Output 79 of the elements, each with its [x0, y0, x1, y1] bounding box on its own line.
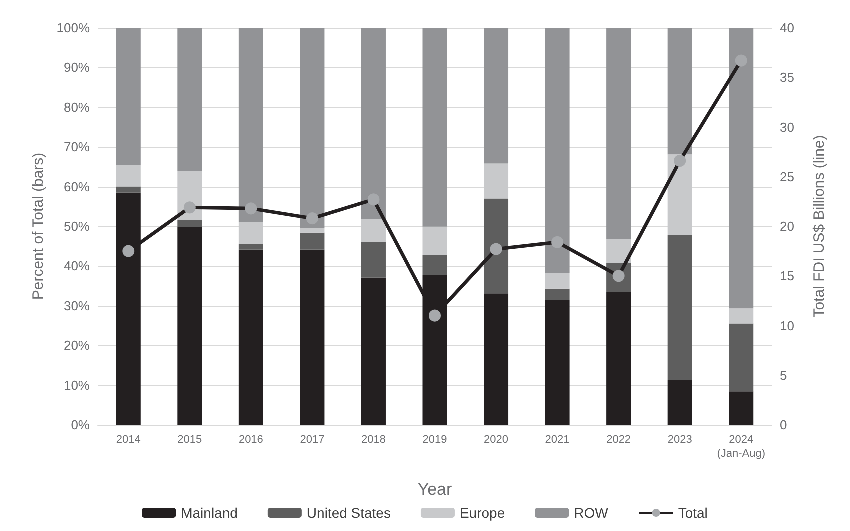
y2-tick-label: 40	[780, 20, 794, 36]
bar	[484, 164, 509, 199]
legend-label: Mainland	[181, 505, 238, 521]
bar	[484, 294, 509, 425]
bar	[116, 28, 141, 166]
y-tick-label: 50%	[64, 219, 90, 234]
bar	[545, 300, 570, 425]
y2-tick-label: 25	[780, 169, 794, 184]
y2-tick-label: 15	[780, 268, 794, 284]
bar	[238, 244, 264, 250]
x-tick-label: 2018	[361, 434, 386, 446]
bar	[300, 28, 325, 228]
y-tick-label: 100%	[56, 20, 90, 36]
bar	[300, 228, 325, 233]
bar	[606, 28, 632, 240]
y-tick-label: 90%	[64, 60, 90, 76]
y2-tick-label: 10	[780, 318, 794, 334]
bar	[238, 222, 264, 244]
bar	[729, 28, 754, 309]
y-tick-label: 70%	[64, 140, 90, 155]
legend-label: United States	[306, 505, 391, 521]
y2-tick-label: 0	[780, 418, 788, 432]
bar	[361, 219, 386, 242]
bar	[116, 186, 141, 193]
bar	[361, 28, 386, 220]
bar	[238, 28, 264, 222]
bar	[545, 272, 570, 289]
bar	[300, 232, 325, 250]
bar	[545, 288, 570, 300]
x-tick-label: 2016	[238, 434, 264, 446]
bar	[668, 235, 692, 381]
legend-label: Europe	[460, 505, 506, 521]
bar	[361, 242, 386, 278]
x-tick-label: 2019	[422, 434, 448, 446]
bar	[422, 226, 448, 256]
x-tick-label: 2021	[545, 434, 570, 446]
y2-axis-title: Total FDI US$ Billions (line)	[811, 135, 828, 318]
bar	[668, 380, 692, 425]
bar	[178, 227, 202, 425]
y-tick-label: 10%	[64, 378, 90, 393]
y-tick-label: 60%	[64, 179, 90, 194]
bar	[300, 250, 325, 425]
y-tick-label: 30%	[64, 298, 90, 314]
x-tick-label: 2014	[116, 434, 141, 446]
bar	[484, 28, 509, 164]
bar	[729, 308, 754, 324]
bar	[729, 324, 754, 392]
x-tick-label: 2024 (Jan-Aug)	[717, 434, 766, 460]
x-axis-title: Year	[418, 480, 453, 499]
x-tick-label: 2017	[300, 434, 325, 446]
bar	[668, 154, 692, 236]
y2-tick-label: 20	[780, 219, 794, 234]
bar	[178, 28, 202, 172]
bar	[606, 292, 632, 425]
y2-tick-label: 35	[780, 70, 794, 86]
x-tick-label: 2020	[484, 434, 509, 446]
bar	[729, 392, 754, 425]
x-tick-label: 2022	[606, 434, 632, 446]
bar	[668, 28, 692, 155]
bar	[238, 250, 264, 425]
bar	[422, 28, 448, 227]
x-tick-label: 2023	[668, 434, 692, 446]
legend-label: ROW	[574, 505, 610, 521]
legend-label: Total	[678, 505, 708, 521]
y2-tick-label: 30	[780, 120, 794, 135]
bar	[116, 165, 141, 187]
y-tick-label: 40%	[64, 258, 90, 274]
y-tick-label: 20%	[64, 338, 90, 354]
bar	[361, 278, 386, 425]
y-tick-label: 80%	[64, 100, 90, 115]
bar	[545, 28, 570, 273]
bar	[606, 239, 632, 264]
y-tick-label: 0%	[71, 418, 90, 432]
bar	[484, 198, 509, 294]
bar	[422, 255, 448, 276]
y-axis-title: Percent of Total (bars)	[30, 152, 47, 300]
x-tick-label: 2015	[178, 434, 202, 446]
y2-tick-label: 5	[780, 368, 788, 383]
bar	[178, 220, 202, 228]
